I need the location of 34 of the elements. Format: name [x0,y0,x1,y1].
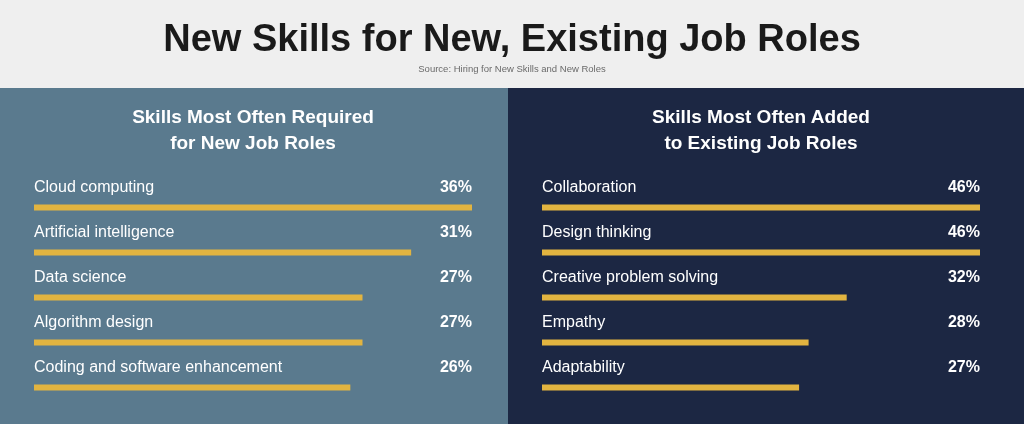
data-label: 31% [439,222,472,240]
data-label: 46% [947,222,980,240]
y-tick-label: Cloud computing [34,177,155,195]
y-tick-label: Design thinking [542,222,652,240]
chart-title: Skills Most Often Added to Existing Job Roles [652,105,870,153]
data-label: 46% [947,177,980,195]
chart-title: Skills Most Often Required for New Job Roles [132,105,374,153]
source-note: Source: Hiring for New Skills and New Roles [418,63,606,74]
bar [34,249,412,256]
bar [542,294,847,301]
y-tick-label: Artificial intelligence [34,222,175,240]
bar [34,384,351,391]
y-tick-label: Collaboration [542,177,637,195]
y-tick-label: Creative problem solving [542,267,719,285]
data-label: 27% [947,357,980,375]
y-tick-label: Coding and software enhancement [34,357,283,375]
data-label: 27% [439,267,472,285]
data-label: 36% [439,177,472,195]
y-tick-label: Empathy [542,312,606,330]
bar [542,249,980,256]
data-label: 27% [439,312,472,330]
bar [34,294,363,301]
data-label: 26% [439,357,472,375]
bar [542,204,980,211]
bar [34,339,363,346]
bar [542,384,800,391]
y-tick-label: Algorithm design [34,312,154,330]
data-label: 32% [947,267,980,285]
data-label: 28% [947,312,980,330]
bar [34,204,472,211]
y-tick-label: Data science [34,267,127,285]
bar [542,339,809,346]
y-tick-label: Adaptability [542,357,625,375]
text: New Skills for New, Existing Job Roles [163,17,861,59]
